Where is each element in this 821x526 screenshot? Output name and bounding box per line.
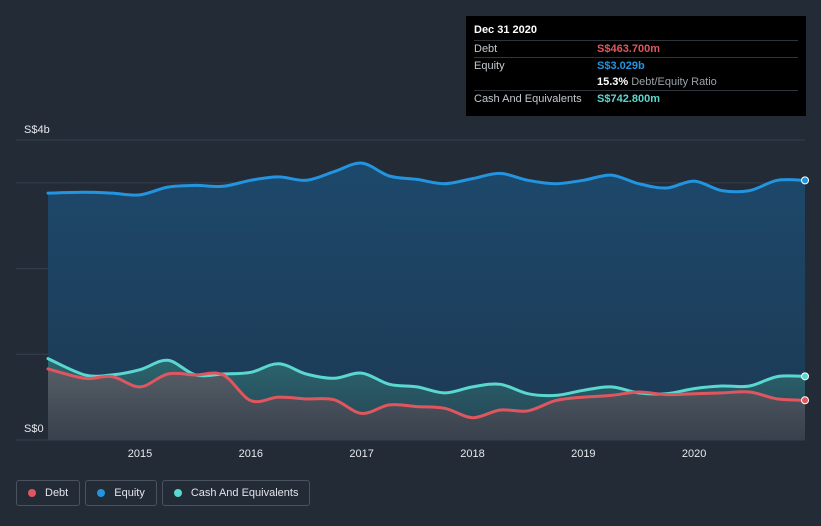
- equity-area: [48, 163, 805, 440]
- tooltip-debt-label: Debt: [474, 43, 498, 55]
- tooltip-row-ratio: 15.3% Debt/Equity Ratio: [474, 74, 798, 90]
- cash-line: [46, 357, 807, 398]
- equity-dot-icon: [97, 489, 106, 497]
- tooltip-date: Dec 31 2020: [474, 24, 537, 36]
- cash-endpoint: [801, 372, 809, 381]
- debt-area: [48, 368, 805, 440]
- tooltip-debt-value: S$463.700m: [597, 43, 660, 55]
- legend: Debt Equity Cash And Equivalents: [16, 480, 315, 506]
- x-tick-label-2019: 2019: [571, 448, 595, 460]
- tooltip-cash-label: Cash And Equivalents: [474, 93, 582, 105]
- y-tick-label-top: S$4b: [24, 124, 50, 136]
- x-tick-label-2017: 2017: [349, 448, 373, 460]
- x-tick-label-2016: 2016: [239, 448, 263, 460]
- equity-endpoint: [801, 176, 809, 185]
- cash-dot-icon: [173, 489, 182, 497]
- legend-equity-label: Equity: [114, 487, 145, 499]
- tooltip-row-cash: Cash And Equivalents S$742.800m: [474, 90, 798, 107]
- tooltip-cash-value: S$742.800m: [597, 93, 660, 105]
- equity-line: [46, 161, 807, 197]
- tooltip-equity-value: S$3.029b: [597, 60, 645, 72]
- legend-item-debt[interactable]: Debt: [16, 480, 81, 506]
- tooltip-ratio-value: 15.3%: [597, 76, 629, 88]
- x-tick-label-2020: 2020: [682, 448, 706, 460]
- debt-dot-icon: [28, 489, 36, 497]
- legend-cash-label: Cash And Equivalents: [190, 487, 299, 499]
- y-tick-label-bottom: S$0: [24, 423, 44, 435]
- tooltip-ratio-label: Debt/Equity Ratio: [631, 76, 717, 88]
- tooltip-equity-label: Equity: [474, 60, 505, 72]
- x-tick-label-2018: 2018: [460, 448, 484, 460]
- debt-endpoint: [801, 396, 809, 405]
- tooltip-row-debt: Debt S$463.700m: [474, 40, 798, 57]
- debt-line: [46, 367, 807, 420]
- tooltip-panel: Dec 31 2020 Debt S$463.700m Equity S$3.0…: [466, 16, 806, 116]
- tooltip-row-equity: Equity S$3.029b: [474, 57, 798, 74]
- legend-item-equity[interactable]: Equity: [85, 480, 157, 506]
- legend-debt-label: Debt: [45, 487, 69, 499]
- x-tick-label-2015: 2015: [128, 448, 152, 460]
- legend-item-cash[interactable]: Cash And Equivalents: [161, 480, 311, 506]
